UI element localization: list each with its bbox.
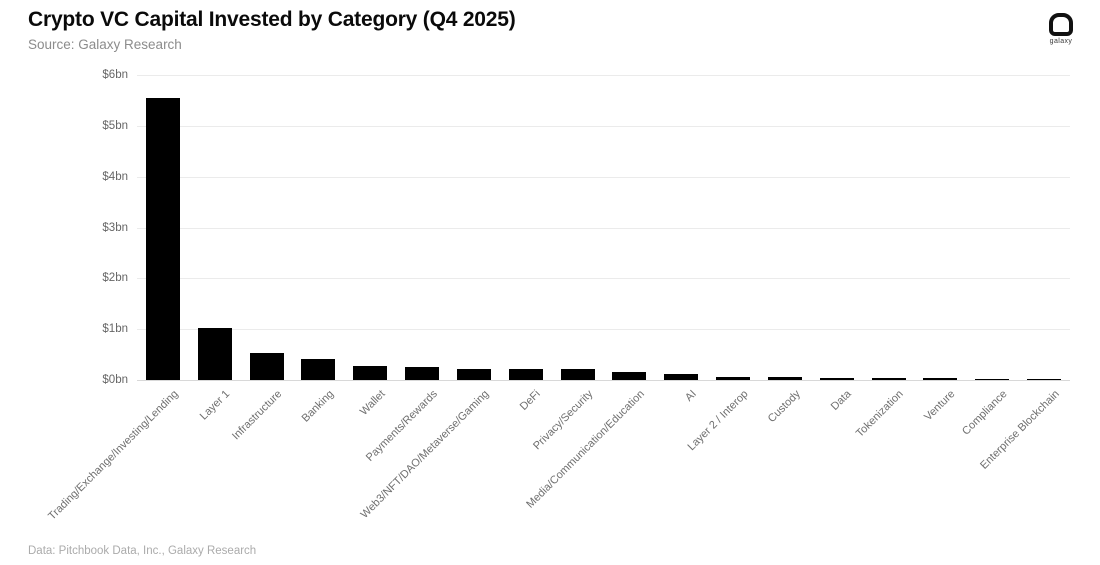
x-axis-label-custody: Custody (765, 388, 803, 426)
data-attribution: Data: Pitchbook Data, Inc., Galaxy Resea… (28, 545, 257, 557)
chart-source: Source: Galaxy Research (28, 37, 182, 52)
y-axis-tick-label: $6bn (102, 69, 128, 81)
y-axis-tick-label: $0bn (102, 374, 128, 386)
gridline-4bn (137, 176, 1070, 178)
y-axis-tick-label: $4bn (102, 170, 128, 183)
chart-title: Crypto VC Capital Invested by Category (… (28, 8, 516, 31)
bar-infrastructure (249, 352, 284, 381)
bar-payments-rewards (405, 367, 440, 380)
bar-ai (664, 374, 699, 380)
bar-web3-nft-dao-metaverse-gaming (456, 368, 491, 380)
bar-banking (301, 358, 336, 380)
x-axis-label-venture: Venture (922, 388, 958, 424)
y-axis-tick-label: $5bn (102, 119, 128, 132)
galaxy-helmet-icon (1049, 13, 1073, 36)
bar-tokenization (871, 377, 906, 380)
bar-defi (508, 368, 543, 380)
x-axis-label-ai: AI (682, 388, 699, 404)
x-axis-label-data: Data (829, 388, 855, 413)
gridline-2bn (137, 278, 1070, 280)
y-axis-tick-label: $3bn (102, 221, 128, 234)
x-axis-label-infrastructure: Infrastructure (229, 388, 285, 443)
bar-custody (767, 376, 802, 380)
bar-layer-1 (197, 328, 232, 380)
x-axis-label-layer-1: Layer 1 (197, 388, 233, 423)
x-axis-label-trading-exchange-investing-lending: Trading/Exchange/Investing/Lending (45, 388, 181, 523)
gridline-6bn (137, 75, 1070, 76)
bar-trading-exchange-investing-lending (145, 97, 180, 380)
galaxy-logo-label: galaxy (1049, 38, 1073, 45)
gridline-3bn (137, 227, 1070, 229)
bar-privacy-security (560, 369, 595, 380)
gridline-5bn (137, 125, 1070, 127)
y-axis-tick-label: $1bn (102, 323, 128, 336)
bar-data (819, 377, 854, 380)
bar-enterprise-blockchain (1027, 378, 1062, 380)
x-axis-label-tokenization: Tokenization (854, 388, 907, 440)
gridline-1bn (137, 329, 1070, 331)
bar-compliance (975, 378, 1010, 380)
y-axis-tick-label: $2bn (102, 272, 128, 285)
bar-media-communication-education (612, 371, 647, 380)
bar-layer-2-interop (716, 376, 751, 380)
bar-wallet (353, 365, 388, 380)
x-axis-label-compliance: Compliance (960, 388, 1010, 438)
x-axis-label-banking: Banking (299, 388, 336, 425)
x-axis-label-media-communication-education: Media/Communication/Education (524, 388, 647, 511)
x-axis-label-wallet: Wallet (357, 388, 388, 418)
gridline-0bn (137, 380, 1070, 381)
x-axis-label-defi: DeFi (518, 388, 544, 413)
galaxy-logo: galaxy (1038, 13, 1084, 45)
bar-venture (923, 377, 958, 380)
